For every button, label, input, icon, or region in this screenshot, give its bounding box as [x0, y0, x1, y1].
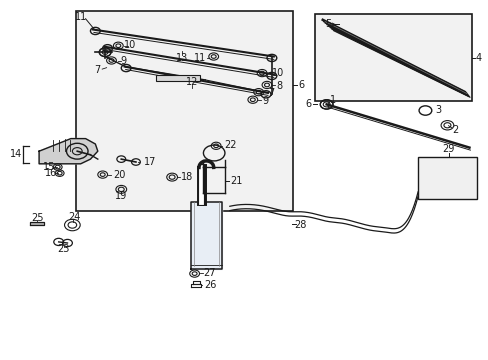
Text: 11: 11 — [75, 12, 87, 22]
Text: 18: 18 — [181, 172, 193, 182]
Polygon shape — [39, 139, 98, 164]
Text: 1: 1 — [329, 95, 335, 105]
Text: 10: 10 — [123, 40, 136, 50]
Text: 11: 11 — [194, 53, 206, 63]
Text: 7: 7 — [267, 88, 274, 98]
Text: 12: 12 — [185, 77, 198, 87]
Text: 17: 17 — [144, 157, 156, 167]
Polygon shape — [190, 202, 222, 269]
Bar — [417, 157, 476, 199]
Text: 6: 6 — [298, 80, 304, 90]
Text: 13: 13 — [175, 53, 188, 63]
Text: 21: 21 — [229, 176, 242, 186]
Text: 28: 28 — [293, 220, 306, 230]
Text: 7: 7 — [95, 65, 101, 75]
Text: 9: 9 — [121, 56, 126, 66]
Text: 29: 29 — [442, 144, 454, 154]
Text: 23: 23 — [57, 244, 70, 254]
Text: 6: 6 — [305, 99, 311, 109]
Text: 14: 14 — [10, 149, 22, 159]
Text: 27: 27 — [203, 268, 215, 278]
Text: 9: 9 — [262, 96, 268, 106]
Bar — [315, 14, 471, 101]
Text: 3: 3 — [434, 105, 441, 115]
Text: 25: 25 — [31, 213, 43, 223]
Bar — [76, 11, 293, 211]
Text: 26: 26 — [204, 280, 216, 290]
Text: 19: 19 — [115, 191, 127, 201]
Text: 8: 8 — [276, 81, 282, 91]
Text: 15: 15 — [42, 162, 55, 172]
Bar — [156, 75, 200, 81]
Text: 2: 2 — [452, 125, 458, 135]
Text: 16: 16 — [44, 168, 57, 178]
Text: 24: 24 — [68, 212, 81, 222]
Text: 5: 5 — [325, 19, 330, 30]
Polygon shape — [30, 222, 44, 225]
Text: 22: 22 — [224, 140, 236, 150]
Text: 20: 20 — [113, 170, 125, 180]
Text: 4: 4 — [475, 53, 481, 63]
Text: 10: 10 — [272, 68, 284, 78]
